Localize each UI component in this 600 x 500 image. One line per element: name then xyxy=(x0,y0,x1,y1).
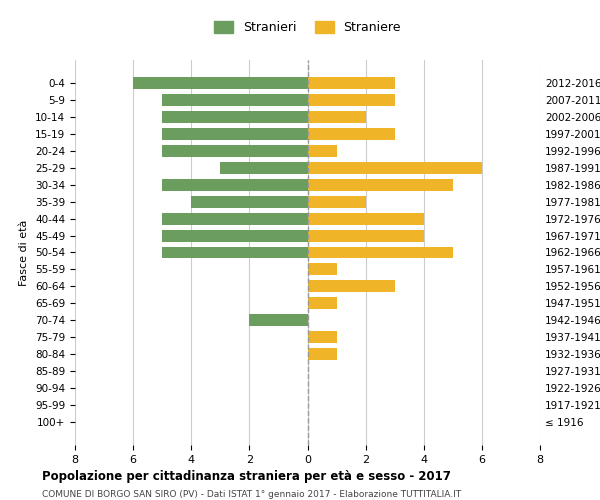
Bar xyxy=(162,179,308,191)
Bar xyxy=(308,94,395,106)
Legend: Stranieri, Straniere: Stranieri, Straniere xyxy=(209,16,406,39)
Bar xyxy=(162,112,308,123)
Bar xyxy=(308,213,424,224)
Bar xyxy=(250,314,308,326)
Bar xyxy=(308,128,395,140)
Bar xyxy=(162,94,308,106)
Bar xyxy=(162,128,308,140)
Bar xyxy=(308,112,365,123)
Bar xyxy=(308,280,395,292)
Bar xyxy=(162,246,308,258)
Bar xyxy=(308,179,453,191)
Bar xyxy=(308,78,395,90)
Bar xyxy=(308,246,453,258)
Bar xyxy=(308,145,337,157)
Bar xyxy=(308,162,482,174)
Bar xyxy=(162,145,308,157)
Bar xyxy=(308,264,337,276)
Text: COMUNE DI BORGO SAN SIRO (PV) - Dati ISTAT 1° gennaio 2017 - Elaborazione TUTTIT: COMUNE DI BORGO SAN SIRO (PV) - Dati IST… xyxy=(42,490,461,499)
Y-axis label: Fasce di età: Fasce di età xyxy=(19,220,29,286)
Bar xyxy=(308,230,424,241)
Bar xyxy=(133,78,308,90)
Bar xyxy=(162,230,308,241)
Bar xyxy=(308,331,337,343)
Bar xyxy=(162,213,308,224)
Bar xyxy=(308,196,365,207)
Bar xyxy=(191,196,308,207)
Bar xyxy=(220,162,308,174)
Bar xyxy=(308,348,337,360)
Text: Popolazione per cittadinanza straniera per età e sesso - 2017: Popolazione per cittadinanza straniera p… xyxy=(42,470,451,483)
Bar xyxy=(308,298,337,309)
